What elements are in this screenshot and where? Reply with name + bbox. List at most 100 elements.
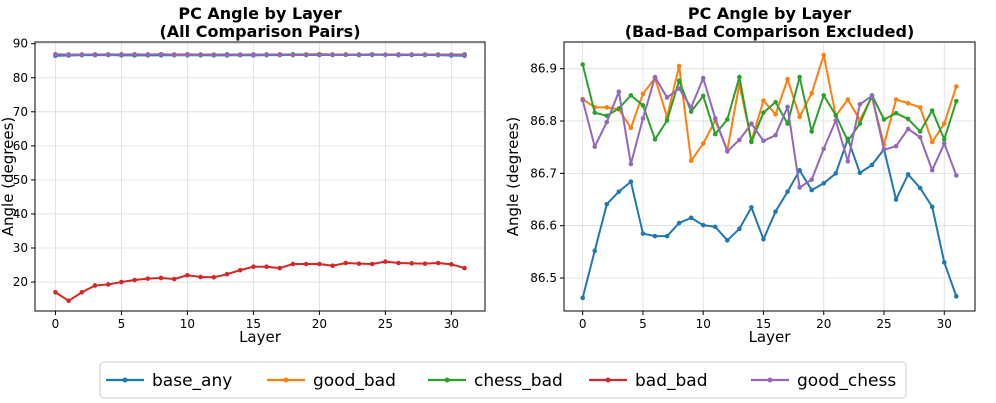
data-point-chess-bad — [929, 108, 935, 113]
legend: base_any good_bad chess_bad bad_bad good_che… — [99, 361, 907, 399]
data-point-good-chess — [905, 126, 911, 132]
data-point-good-bad — [905, 100, 911, 106]
legend-label-base-any: base_any — [152, 371, 232, 391]
data-point-chess-bad — [712, 131, 718, 137]
data-point-good-bad — [688, 158, 694, 164]
data-point-good-chess — [224, 52, 230, 58]
data-point-bad-bad — [66, 298, 71, 304]
data-point-good-bad — [954, 84, 959, 89]
y-axis-label: Angle (degrees) — [0, 117, 17, 237]
data-point-base-any — [761, 237, 766, 242]
data-point-good-chess — [66, 52, 71, 58]
data-point-good-chess — [251, 52, 256, 58]
legend-label-bad-bad: bad_bad — [635, 371, 708, 391]
data-point-good-chess — [79, 52, 85, 57]
data-point-good-chess — [356, 52, 362, 57]
data-point-chess-bad — [652, 137, 658, 142]
data-point-good-chess — [761, 138, 766, 144]
data-point-good-chess — [640, 116, 646, 121]
data-point-chess-bad — [941, 137, 947, 142]
data-point-bad-bad — [277, 265, 283, 271]
data-point-good-bad — [773, 111, 778, 117]
data-point-good-chess — [317, 52, 322, 58]
chart-subtitle: (All Comparison Pairs) — [159, 22, 360, 41]
data-point-bad-bad — [383, 259, 388, 264]
data-point-chess-bad — [857, 121, 863, 126]
y-tick-label: 60 — [13, 139, 28, 153]
data-point-bad-bad — [185, 272, 190, 278]
data-point-chess-bad — [676, 78, 682, 84]
chart-subtitle: (Bad-Bad Comparison Excluded) — [625, 22, 915, 41]
y-tick-label: 86.5 — [530, 271, 557, 285]
data-point-good-chess — [369, 52, 375, 57]
data-point-base-any — [893, 197, 899, 202]
data-point-good-chess — [604, 119, 610, 125]
data-point-good-bad — [809, 90, 814, 96]
x-tick-label: 15 — [246, 317, 261, 331]
data-point-bad-bad — [158, 275, 164, 281]
x-tick-label: 30 — [444, 317, 459, 331]
data-point-chess-bad — [592, 110, 598, 115]
data-point-good-bad — [604, 105, 610, 110]
data-point-good-chess — [929, 167, 935, 173]
x-tick-label: 10 — [696, 317, 711, 331]
y-tick-label: 20 — [13, 275, 28, 289]
y-tick-label: 40 — [13, 207, 28, 221]
data-point-good-chess — [725, 149, 730, 154]
data-point-bad-bad — [211, 274, 217, 280]
data-point-good-chess — [773, 132, 778, 138]
data-point-good-chess — [383, 52, 388, 58]
data-point-chess-bad — [580, 62, 585, 67]
data-point-chess-bad — [761, 110, 766, 115]
data-point-good-chess — [158, 52, 164, 57]
data-point-chess-bad — [773, 99, 778, 105]
legend-marker-base-any — [122, 377, 128, 383]
x-tick-label: 0 — [52, 317, 60, 331]
data-point-good-chess — [616, 89, 622, 95]
y-tick-label: 86.8 — [530, 114, 557, 128]
data-point-base-any — [821, 181, 827, 186]
data-point-good-chess — [462, 52, 467, 58]
data-point-good-chess — [409, 52, 415, 57]
data-point-bad-bad — [224, 271, 230, 277]
data-point-good-bad — [700, 141, 706, 146]
data-point-base-any — [688, 215, 694, 221]
data-point-bad-bad — [264, 264, 269, 270]
y-tick-label: 30 — [13, 241, 28, 255]
data-point-good-chess — [119, 52, 124, 57]
data-point-good-chess — [893, 143, 899, 149]
data-point-base-any — [929, 204, 935, 210]
data-point-base-any — [592, 248, 598, 254]
series-line-bad-bad — [54, 260, 465, 302]
x-tick-label: 25 — [876, 317, 891, 331]
chart-title: PC Angle by Layer — [178, 4, 341, 23]
data-point-good-chess — [264, 52, 269, 58]
data-point-good-chess — [941, 141, 947, 146]
series-line-base-any — [581, 137, 958, 299]
data-point-good-bad — [821, 52, 827, 58]
data-point-good-chess — [422, 52, 428, 58]
data-point-chess-bad — [725, 117, 730, 122]
data-point-bad-bad — [422, 261, 428, 266]
x-tick-label: 25 — [378, 317, 393, 331]
data-point-bad-bad — [343, 260, 349, 266]
data-point-good-chess — [330, 52, 335, 57]
y-axis-label: Angle (degrees) — [504, 117, 522, 237]
data-point-good-chess — [821, 146, 827, 152]
data-point-good-chess — [53, 52, 58, 57]
data-point-good-chess — [435, 52, 441, 58]
data-point-good-chess — [954, 173, 959, 178]
data-point-base-any — [712, 224, 718, 230]
x-tick-label: 15 — [756, 317, 771, 331]
data-point-base-any — [917, 185, 923, 191]
data-point-bad-bad — [251, 264, 256, 270]
y-tick-label: 86.6 — [530, 219, 557, 233]
data-point-base-any — [809, 187, 814, 193]
data-point-bad-bad — [105, 282, 111, 287]
data-point-good-chess — [145, 52, 151, 57]
series-line-good-chess — [55, 53, 465, 57]
data-point-base-any — [725, 238, 730, 243]
data-point-base-any — [580, 295, 585, 301]
data-point-bad-bad — [132, 277, 137, 283]
